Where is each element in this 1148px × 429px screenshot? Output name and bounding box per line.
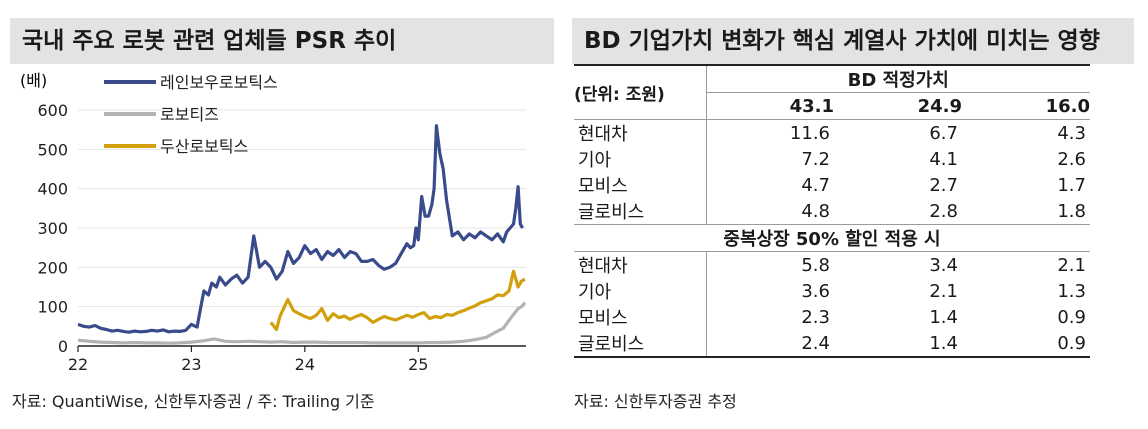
company-name: 글로비스 — [574, 198, 707, 225]
x-tick-label: 23 — [181, 355, 201, 374]
table-cell: 1.4 — [834, 330, 962, 358]
y-tick-label: 100 — [37, 298, 68, 317]
table-cell: 4.8 — [801, 200, 830, 222]
table-cell: 0.9 — [1057, 306, 1086, 328]
table-cell: 3.4 — [834, 251, 962, 278]
table-cell: 1.8 — [1057, 200, 1086, 222]
company-name: 모비스 — [574, 172, 707, 198]
right-source-note: 자료: 신한투자증권 추정 — [574, 392, 737, 411]
table-cell: 1.3 — [1057, 280, 1086, 302]
table-cell: 7.2 — [801, 148, 830, 170]
left-source-note: 자료: QuantiWise, 신한투자증권 / 주: Trailing 기준 — [12, 392, 375, 411]
x-tick-label: 25 — [408, 355, 428, 374]
table-cell: 4.7 — [801, 174, 830, 196]
y-tick-label: 200 — [37, 258, 68, 277]
column-header: 43.1 — [789, 95, 834, 117]
table-cell: 11.6 — [706, 119, 834, 146]
table-row: 기아 3.6 2.1 1.3 — [574, 278, 1090, 304]
table-header-row: (단위: 조원) BD 적정가치 — [574, 64, 1090, 120]
y-tick-label: 300 — [37, 219, 68, 238]
right-panel-title: BD 기업가치 변화가 핵심 계열사 가치에 미치는 영향 — [572, 18, 1134, 64]
legend-label: 로보티즈 — [160, 105, 219, 124]
company-name: 글로비스 — [574, 330, 707, 358]
series-line-2 — [269, 269, 526, 332]
table-cell: 2.6 — [1057, 148, 1086, 170]
unit-label: (단위: 조원) — [574, 64, 707, 120]
table-row: 모비스 4.7 2.7 1.7 — [574, 172, 1090, 198]
table-row: 현대차 11.6 6.7 4.3 — [574, 119, 1090, 146]
series-line-1 — [77, 301, 527, 345]
series-line-0 — [77, 124, 524, 334]
legend-label: 레인보우로보틱스 — [160, 73, 278, 92]
table-row: 글로비스 2.4 1.4 0.9 — [574, 330, 1090, 358]
table-cell: 4.3 — [962, 119, 1090, 146]
left-panel-title: 국내 주요 로봇 관련 업체들 PSR 추이 — [10, 18, 554, 64]
section-header-row: 중복상장 50% 할인 적용 시 — [574, 224, 1090, 252]
table-cell: 2.1 — [929, 280, 958, 302]
table-cell: 6.7 — [834, 119, 962, 146]
y-tick-label: 0 — [58, 337, 68, 356]
table-cell: 0.9 — [962, 330, 1090, 358]
group-header: BD 적정가치 — [706, 64, 1090, 93]
x-tick-label: 24 — [295, 355, 315, 374]
y-axis-unit-label: (배) — [20, 71, 47, 90]
table-cell: 5.8 — [706, 251, 834, 278]
table-row: 기아 7.2 4.1 2.6 — [574, 146, 1090, 172]
y-tick-label: 600 — [37, 101, 68, 120]
table-cell: 2.3 — [801, 306, 830, 328]
company-name: 기아 — [574, 278, 707, 304]
column-header: 16.0 — [1045, 95, 1090, 117]
table-cell: 4.1 — [929, 148, 958, 170]
company-name: 모비스 — [574, 304, 707, 330]
table-cell: 2.1 — [962, 251, 1090, 278]
table-cell: 2.8 — [929, 200, 958, 222]
valuation-table: (단위: 조원) BD 적정가치 43.1 24.9 16.0 현대차 11.6… — [574, 64, 1090, 358]
table-row: 모비스 2.3 1.4 0.9 — [574, 304, 1090, 330]
legend-label: 두산로보틱스 — [160, 137, 248, 156]
table-cell: 2.7 — [929, 174, 958, 196]
table-cell: 1.7 — [1057, 174, 1086, 196]
table-row: 글로비스 4.8 2.8 1.8 — [574, 198, 1090, 225]
psr-line-chart: 0 100 200 300 400 500 600 22 23 24 25 레인보우로보틱스로보티… — [20, 71, 527, 374]
company-name: 현대차 — [574, 119, 707, 146]
company-name: 현대차 — [574, 251, 707, 278]
table-row: 현대차 5.8 3.4 2.1 — [574, 251, 1090, 278]
table-value-header-row: 43.1 24.9 16.0 — [574, 93, 1090, 120]
x-tick-label: 22 — [68, 355, 88, 374]
table-cell: 1.4 — [929, 306, 958, 328]
table-cell: 3.6 — [801, 280, 830, 302]
y-tick-label: 500 — [37, 140, 68, 159]
company-name: 기아 — [574, 146, 707, 172]
y-tick-label: 400 — [37, 180, 68, 199]
discount-section-header: 중복상장 50% 할인 적용 시 — [574, 224, 1090, 252]
column-header: 24.9 — [917, 95, 962, 117]
table-cell: 2.4 — [706, 330, 834, 358]
